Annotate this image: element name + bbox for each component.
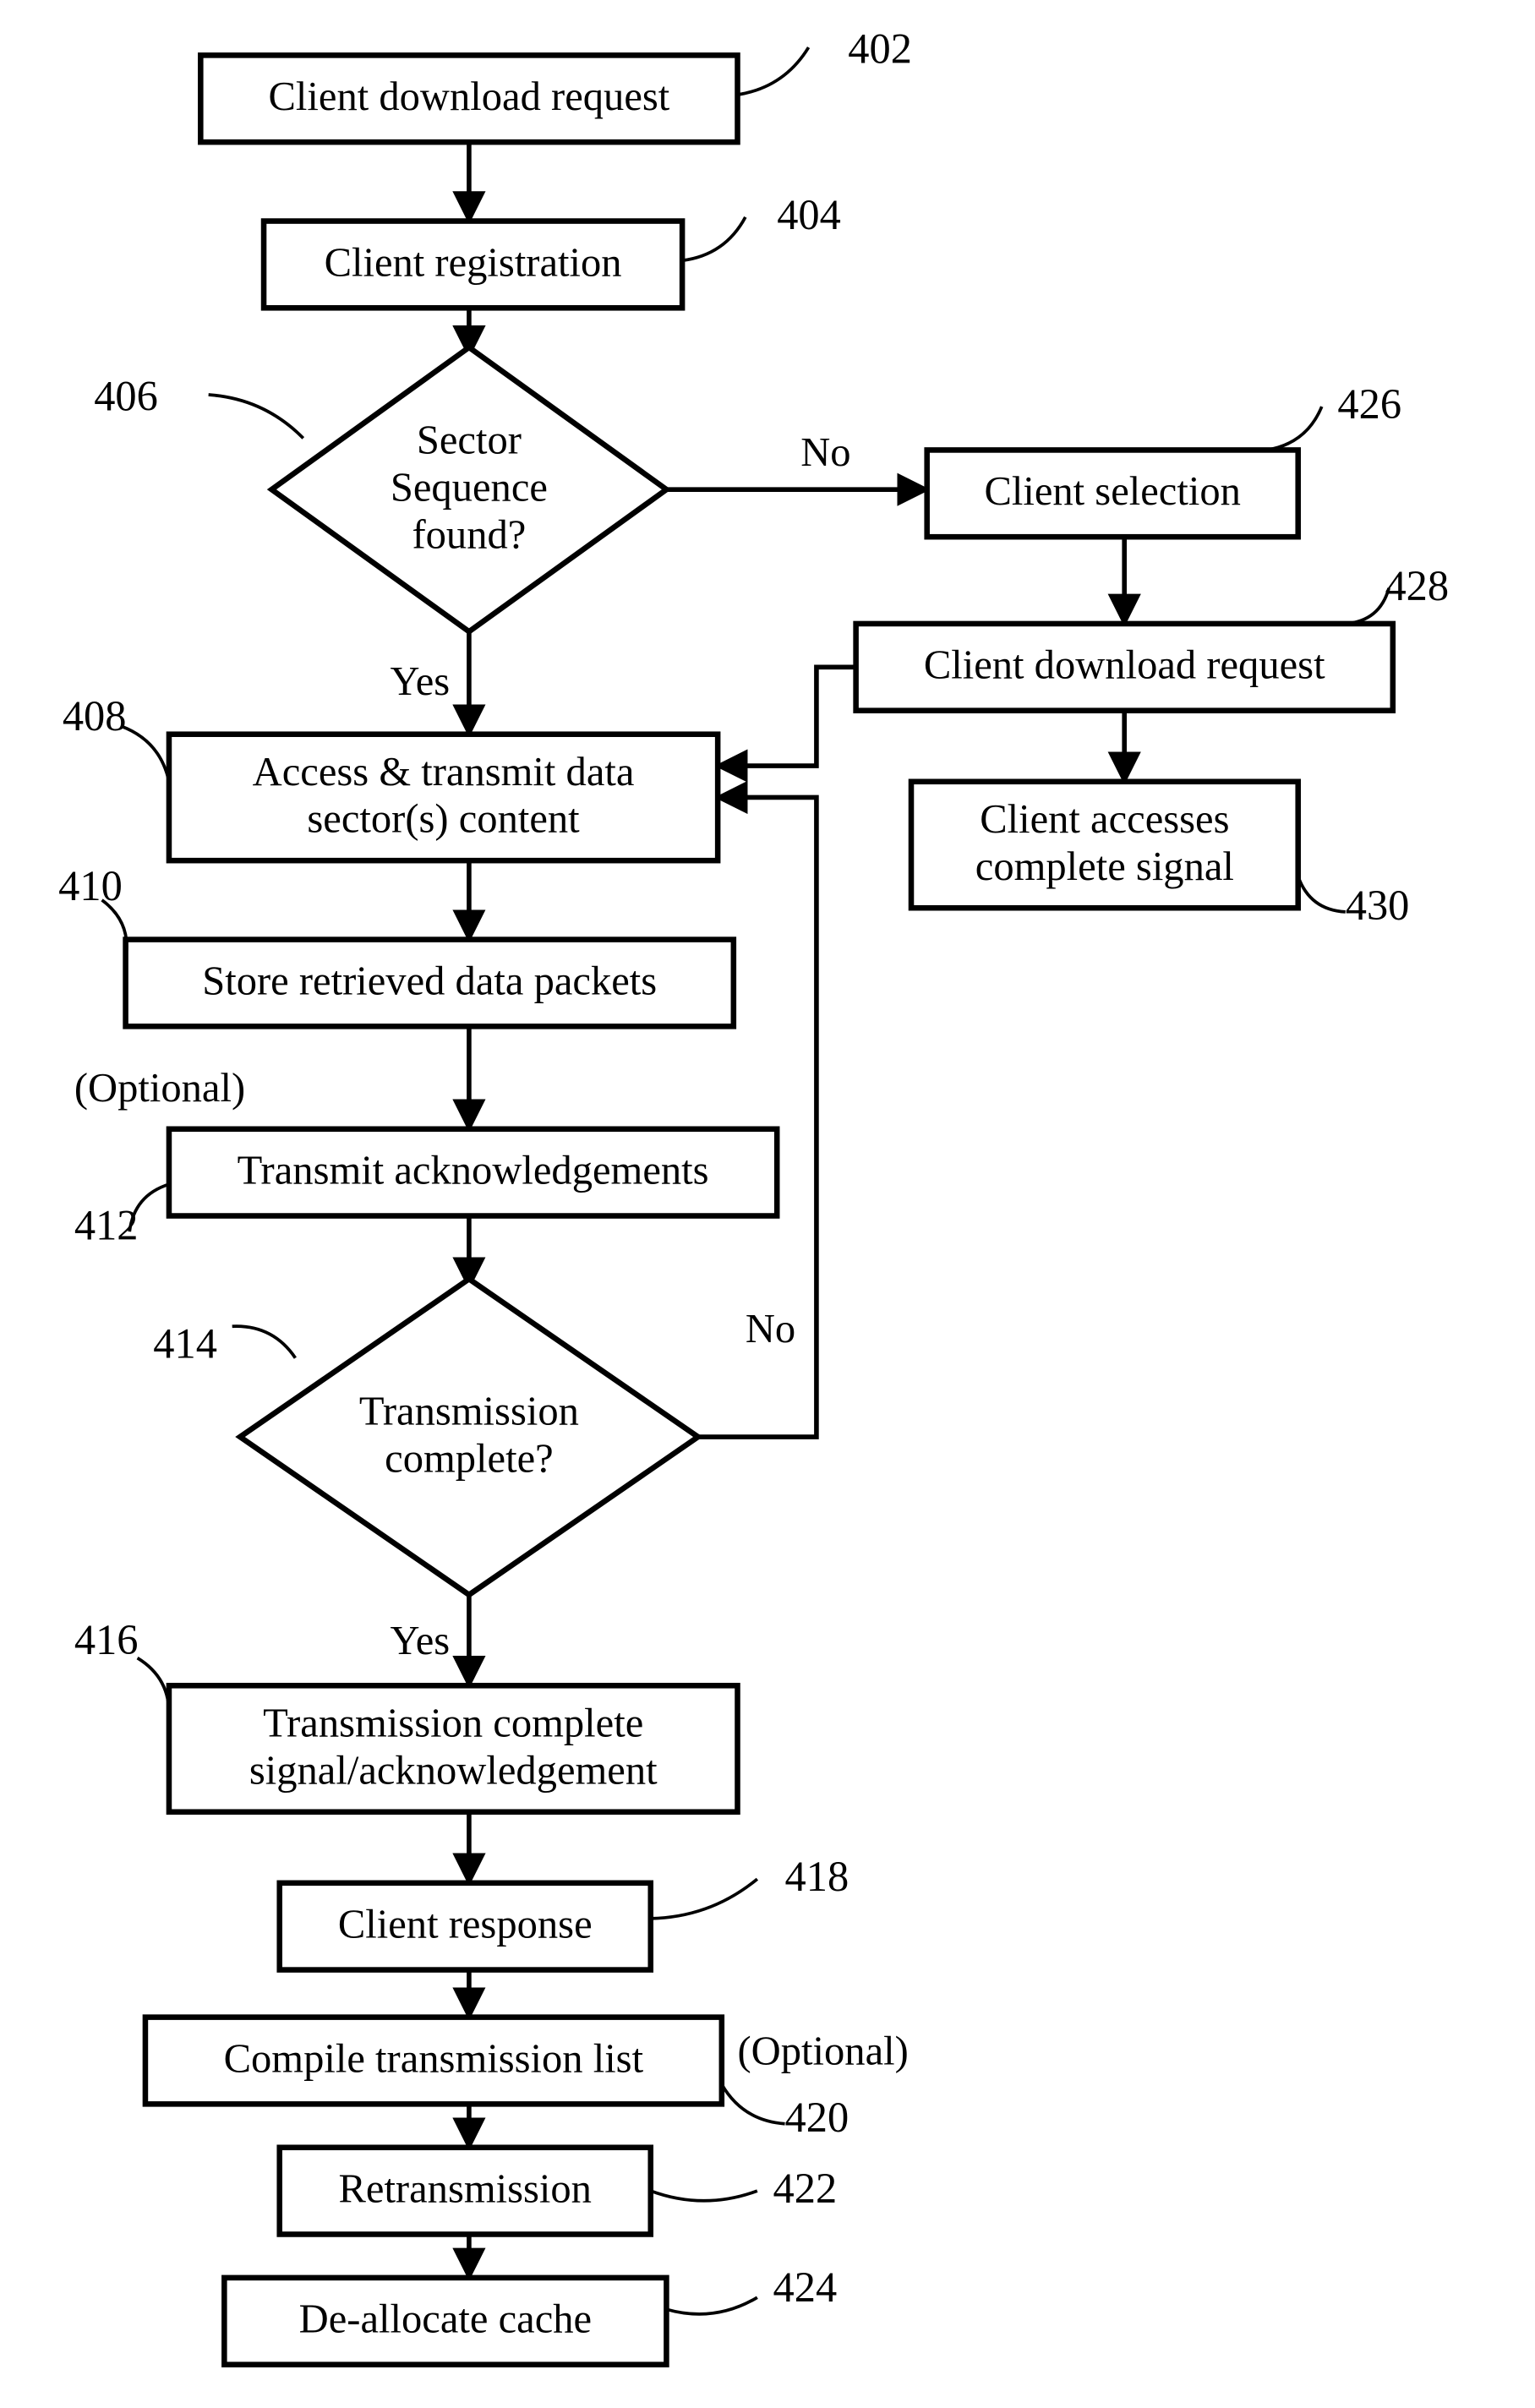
node-n406: SectorSequencefound? bbox=[271, 347, 666, 631]
ref-label-420: 420 bbox=[785, 2094, 849, 2141]
svg-text:Client download request: Client download request bbox=[269, 74, 670, 119]
ref-label-418: 418 bbox=[785, 1853, 849, 1900]
ref-label-428: 428 bbox=[1385, 562, 1449, 609]
ref-label-410: 410 bbox=[58, 862, 123, 909]
node-n420: Compile transmission list bbox=[145, 2018, 722, 2105]
optional-label-1: (Optional) bbox=[738, 2029, 909, 2074]
leader-408 bbox=[122, 726, 169, 781]
svg-text:Client download request: Client download request bbox=[924, 642, 1325, 688]
ref-label-404: 404 bbox=[777, 191, 841, 238]
leader-430 bbox=[1298, 876, 1346, 912]
node-n408: Access & transmit datasector(s) content bbox=[169, 734, 718, 860]
ref-label-402: 402 bbox=[848, 25, 912, 73]
leader-406 bbox=[209, 395, 303, 438]
leader-418 bbox=[651, 1879, 757, 1919]
svg-text:Client registration: Client registration bbox=[325, 239, 622, 285]
node-n430: Client accessescomplete signal bbox=[911, 782, 1298, 908]
ref-label-430: 430 bbox=[1346, 882, 1410, 929]
edge-14 bbox=[718, 667, 855, 766]
flowchart-diagram: Yes No Yes No Client download request Client… bbox=[0, 0, 1535, 2408]
svg-text:Client selection: Client selection bbox=[984, 468, 1240, 514]
svg-text:Compile transmission list: Compile transmission list bbox=[224, 2035, 644, 2081]
ref-label-424: 424 bbox=[773, 2263, 838, 2311]
leader-422 bbox=[651, 2191, 757, 2201]
ref-label-408: 408 bbox=[63, 692, 127, 740]
edge-label-8: No bbox=[746, 1306, 795, 1351]
ref-label-412: 412 bbox=[74, 1202, 139, 1249]
leader-428 bbox=[1346, 588, 1389, 624]
node-n422: Retransmission bbox=[280, 2148, 651, 2235]
svg-text:Client response: Client response bbox=[338, 1902, 593, 1947]
svg-text:De-allocate cache: De-allocate cache bbox=[299, 2296, 592, 2342]
node-n402: Client download request bbox=[200, 55, 737, 142]
edge-label-7: Yes bbox=[391, 1618, 451, 1663]
optional-label-0: (Optional) bbox=[74, 1065, 245, 1111]
leader-404 bbox=[682, 217, 746, 260]
edge-label-3: No bbox=[800, 429, 850, 475]
node-n426: Client selection bbox=[927, 450, 1298, 537]
ref-label-416: 416 bbox=[74, 1616, 139, 1663]
leader-426 bbox=[1266, 407, 1321, 450]
ref-label-414: 414 bbox=[153, 1320, 217, 1368]
node-n404: Client registration bbox=[264, 221, 682, 309]
leader-416 bbox=[138, 1658, 169, 1717]
node-n410: Store retrieved data packets bbox=[126, 940, 734, 1027]
node-n416: Transmission completesignal/acknowledgem… bbox=[169, 1685, 738, 1811]
ref-label-426: 426 bbox=[1337, 380, 1401, 428]
svg-text:Transmit acknowledgements: Transmit acknowledgements bbox=[238, 1147, 709, 1193]
svg-text:Retransmission: Retransmission bbox=[339, 2165, 592, 2211]
edge-label-2: Yes bbox=[391, 658, 451, 704]
node-n414: Transmissioncomplete? bbox=[240, 1279, 698, 1595]
ref-label-406: 406 bbox=[94, 373, 158, 420]
leader-424 bbox=[666, 2297, 757, 2314]
ref-label-422: 422 bbox=[773, 2165, 838, 2212]
node-n418: Client response bbox=[280, 1883, 651, 1970]
leader-420 bbox=[722, 2084, 785, 2124]
node-n424: De-allocate cache bbox=[224, 2278, 666, 2365]
leader-402 bbox=[738, 47, 809, 95]
leader-414 bbox=[232, 1326, 296, 1357]
svg-text:Store retrieved data packets: Store retrieved data packets bbox=[202, 958, 657, 1003]
node-n428: Client download request bbox=[856, 624, 1393, 711]
node-n412: Transmit acknowledgements bbox=[169, 1129, 777, 1216]
